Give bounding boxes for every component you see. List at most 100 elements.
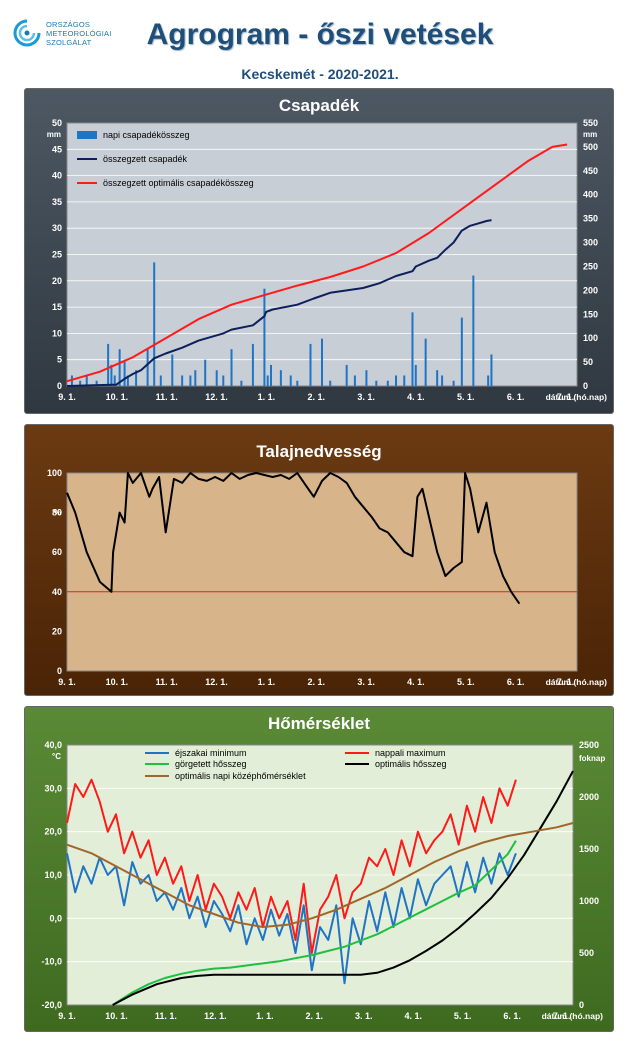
y2-tick-label: 500 — [583, 142, 598, 152]
y2-tick-label: 1000 — [579, 896, 599, 906]
x-axis-label: dátum (hó.nap) — [546, 392, 608, 402]
precip-bar — [79, 380, 82, 386]
x-tick-label: 5. 1. — [454, 1011, 472, 1021]
legend-label: optimális napi középhőmérséklet — [175, 771, 306, 781]
x-tick-label: 4. 1. — [407, 392, 425, 402]
legend-label: összegzett csapadék — [103, 154, 188, 164]
series-line-nappali-maximum — [66, 778, 517, 954]
precip-bar — [204, 359, 207, 386]
y-tick-label: 50 — [52, 118, 62, 128]
y-tick-label: 40,0 — [44, 740, 62, 750]
precip-bar — [395, 375, 398, 386]
precip-bar — [487, 375, 490, 386]
precipitation-chart: Csapadék 0 5 10 15 20 25 30 35 40 45 50 mm 0 50 100 150 2… — [47, 96, 608, 402]
y2-tick-label: 2500 — [579, 740, 599, 750]
y2-tick-label: 100 — [583, 333, 598, 343]
y2-tick-label: 400 — [583, 190, 598, 200]
y-tick-label: -10,0 — [41, 957, 62, 967]
x-tick-label: 4. 1. — [404, 1011, 422, 1021]
y2-tick-label: 2000 — [579, 792, 599, 802]
legend-label: éjszakai minimum — [175, 748, 247, 758]
precip-bar — [414, 364, 417, 386]
precip-bar — [266, 375, 269, 386]
legend-label: nappali maximum — [375, 748, 446, 758]
precip-bar — [452, 380, 455, 386]
y2-axis-label: mm — [583, 130, 597, 139]
precip-bar — [441, 375, 444, 386]
precip-bar — [365, 370, 368, 386]
x-axis-label: dátum (hó.nap) — [542, 1011, 604, 1021]
y-tick-label: 0 — [57, 381, 62, 391]
precip-bar — [386, 380, 389, 386]
y2-axis-label: foknap — [579, 754, 605, 763]
y-axis-label: °C — [52, 752, 61, 761]
x-tick-label: 5. 1. — [457, 392, 475, 402]
x-tick-label: 4. 1. — [407, 677, 425, 687]
precip-bar — [110, 364, 113, 386]
x-tick-label: 11. 1. — [156, 677, 178, 687]
x-tick-label: 1. 1. — [258, 392, 276, 402]
x-axis-label: dátum (hó.nap) — [546, 677, 608, 687]
precip-bar — [436, 370, 439, 386]
y-tick-label: 15 — [52, 302, 62, 312]
y-tick-label: 45 — [52, 144, 62, 154]
y-axis-label: % — [54, 508, 61, 517]
precip-bar — [123, 359, 126, 386]
x-tick-label: 6. 1. — [507, 677, 525, 687]
logo-swirl-icon — [13, 19, 41, 47]
legend-label: napi csapadékösszeg — [103, 130, 190, 140]
x-tick-label: 3. 1. — [355, 1011, 373, 1021]
precip-bar — [85, 375, 88, 386]
precip-bar — [240, 380, 243, 386]
legend-label: görgetett hősszeg — [175, 759, 247, 769]
precip-bar — [329, 380, 332, 386]
legend-label: összegzett optimális csapadékösszeg — [103, 178, 254, 188]
series-line — [66, 472, 521, 605]
y-tick-label: 80 — [52, 508, 62, 518]
precip-bar — [296, 380, 299, 386]
y-tick-label: 20 — [52, 626, 62, 636]
y2-tick-label: 450 — [583, 166, 598, 176]
y-tick-label: 60 — [52, 547, 62, 557]
series-line-éjszakai-minimum — [66, 852, 517, 985]
precip-bar — [251, 343, 254, 386]
y-tick-label: -20,0 — [41, 1000, 62, 1010]
plot-area — [66, 472, 578, 672]
precip-bar — [146, 349, 149, 386]
x-tick-label: 2. 1. — [307, 392, 325, 402]
y-tick-label: 30,0 — [44, 783, 62, 793]
legend-label: optimális hősszeg — [375, 759, 447, 769]
y-tick-label: 30 — [52, 223, 62, 233]
x-tick-label: 6. 1. — [503, 1011, 521, 1021]
precip-bar — [263, 288, 266, 386]
y2-tick-label: 50 — [583, 357, 593, 367]
precip-bar — [135, 370, 138, 386]
x-tick-label: 2. 1. — [306, 1011, 324, 1021]
y-tick-label: 20,0 — [44, 827, 62, 837]
precip-bar — [215, 370, 218, 386]
y-tick-label: 100 — [47, 468, 62, 478]
precip-bar — [424, 338, 427, 386]
series-line-görgetett-hősszeg — [112, 840, 517, 1006]
x-tick-label: 10. 1. — [105, 1011, 128, 1021]
precip-bar — [107, 343, 110, 386]
series-line-optimális-hősszeg — [112, 770, 574, 1006]
precip-bar — [309, 343, 312, 386]
x-tick-label: 5. 1. — [457, 677, 475, 687]
y-tick-label: 5 — [57, 355, 62, 365]
x-tick-label: 6. 1. — [507, 392, 525, 402]
y-tick-label: 0,0 — [49, 913, 62, 923]
omsz-logo: ORSZÁGOS METEOROLÓGIAI SZOLGÁLAT — [12, 18, 122, 54]
x-tick-label: 1. 1. — [256, 1011, 274, 1021]
y-tick-label: 40 — [52, 587, 62, 597]
precip-bar — [270, 364, 272, 386]
chart-title: Csapadék — [279, 96, 360, 115]
y2-tick-label: 150 — [583, 309, 598, 319]
temperature-chart: Hőmérséklet -20,0 -10,0 0,0 10,0 20,0 30,0 40,0… — [41, 714, 605, 1021]
precip-bar — [375, 380, 378, 386]
x-tick-label: 10. 1. — [106, 392, 129, 402]
temperature-panel: Hőmérséklet -20,0 -10,0 0,0 10,0 20,0 30,0 40,0… — [24, 706, 614, 1032]
x-tick-label: 3. 1. — [357, 677, 375, 687]
chart-title: Hőmérséklet — [268, 714, 370, 733]
legend-swatch — [77, 131, 97, 139]
